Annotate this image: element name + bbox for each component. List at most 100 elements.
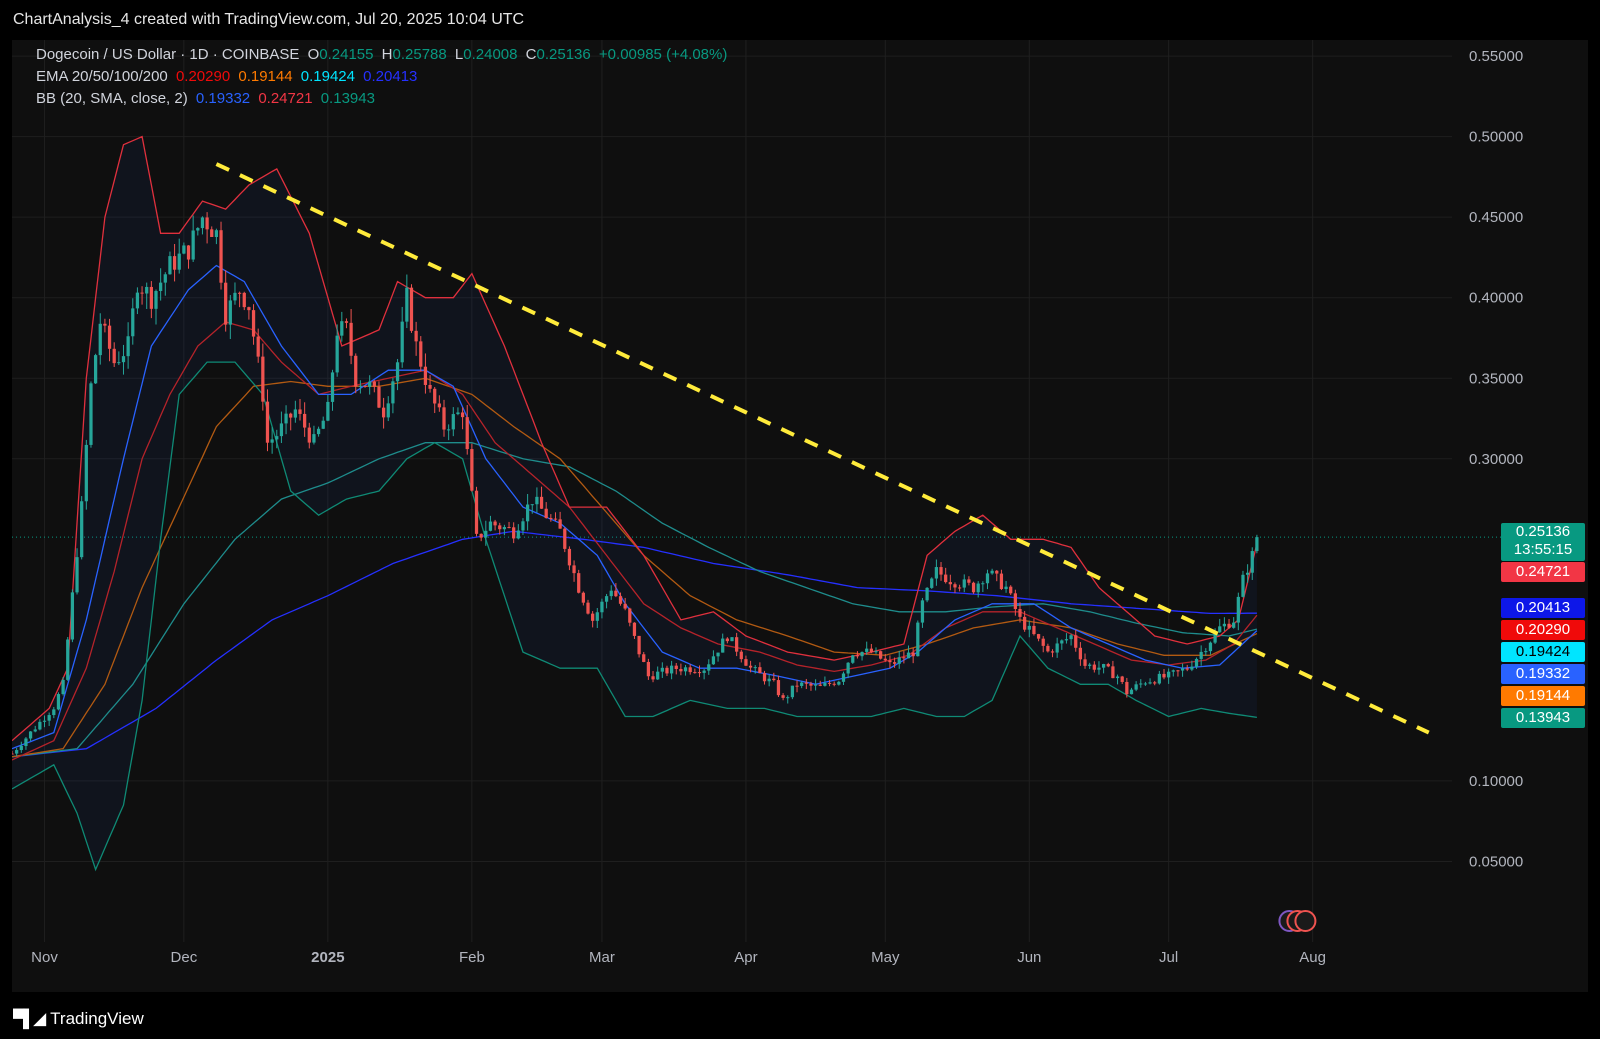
candle-body xyxy=(1180,668,1185,671)
candle-body xyxy=(892,662,897,664)
candle-body xyxy=(326,401,330,421)
candle-body xyxy=(1199,651,1203,659)
candle-body xyxy=(577,573,581,593)
candle-body xyxy=(247,307,251,311)
candle-body xyxy=(851,655,855,663)
bb-upper-tag: 0.24721 xyxy=(1501,562,1585,582)
candle-body xyxy=(1009,586,1013,594)
legend-symbol[interactable]: Dogecoin / US Dollar · 1D · COINBASE xyxy=(36,46,300,63)
candle-body xyxy=(1111,666,1115,679)
candle-body xyxy=(377,386,381,408)
x-tick-label: Jul xyxy=(1159,949,1178,966)
candle-body xyxy=(707,664,711,671)
candle-body xyxy=(75,557,79,593)
candle-body xyxy=(414,330,418,342)
candle-body xyxy=(419,341,423,367)
tradingview-logo[interactable]: ▀▌◢ TradingView xyxy=(13,1009,144,1029)
candle-body xyxy=(925,587,929,601)
legend-ema50: 0.19144 xyxy=(238,68,293,85)
event-flag-icon xyxy=(1294,910,1317,932)
candle-body xyxy=(154,291,158,309)
candle-body xyxy=(800,682,804,686)
candle-body xyxy=(981,583,985,585)
candle-body xyxy=(103,323,107,326)
candle-body xyxy=(1194,658,1199,667)
ema200-line xyxy=(12,530,1257,758)
candle-body xyxy=(632,622,637,636)
candle-body xyxy=(372,381,376,387)
candle-body xyxy=(89,383,93,445)
candle-body xyxy=(1088,664,1092,666)
candle-body xyxy=(228,300,232,325)
candle-body xyxy=(521,521,525,531)
candle-body xyxy=(391,381,395,404)
candle-body xyxy=(744,659,748,666)
candle-body xyxy=(1218,626,1222,633)
candle-body xyxy=(516,530,520,539)
candle-body xyxy=(112,348,116,364)
ema20-line xyxy=(12,321,1258,761)
price-chart[interactable]: 0.55000 0.50000 0.45000 0.40000 0.35000 0.300… xyxy=(12,40,1588,992)
candle-body xyxy=(939,567,943,575)
legend-open: 0.24155 xyxy=(319,46,374,63)
candle-body xyxy=(563,528,567,549)
candle-body xyxy=(498,525,502,530)
candle-body xyxy=(19,746,23,751)
candle-body xyxy=(572,565,576,574)
candle-body xyxy=(1115,676,1120,679)
candle-body xyxy=(93,355,98,384)
candle-body xyxy=(61,679,65,695)
candle-body xyxy=(307,427,311,443)
candle-body xyxy=(716,652,720,657)
candle-body xyxy=(1050,651,1055,653)
candle-body xyxy=(646,661,651,677)
candle-body xyxy=(818,684,822,686)
candle-body xyxy=(1074,635,1078,648)
ema50-tag: 0.19144 xyxy=(1501,686,1585,706)
legend-open-label: O xyxy=(307,46,320,63)
candle-body xyxy=(1101,664,1106,668)
candle-body xyxy=(1041,638,1045,646)
candle-body xyxy=(1125,681,1129,695)
x-tick-label: Aug xyxy=(1299,949,1326,966)
candle-body xyxy=(748,665,753,668)
candle-body xyxy=(70,592,75,640)
candle-body xyxy=(172,256,177,270)
candle-body xyxy=(261,356,265,402)
x-tick-label: Dec xyxy=(171,949,198,966)
candle-body xyxy=(1055,643,1059,653)
candle-body xyxy=(656,671,660,680)
legend-ema-label[interactable]: EMA 20/50/100/200 xyxy=(36,68,168,85)
candle-body xyxy=(205,217,209,230)
legend-bb-label[interactable]: BB (20, SMA, close, 2) xyxy=(36,90,188,107)
candle-body xyxy=(442,407,446,430)
candle-body xyxy=(354,355,358,387)
candle-body xyxy=(1018,609,1022,617)
candle-body xyxy=(28,731,33,739)
candle-body xyxy=(776,680,781,696)
candle-body xyxy=(423,366,428,385)
candle-body xyxy=(930,578,934,588)
candle-body xyxy=(888,660,892,663)
candle-body xyxy=(405,287,409,322)
candle-body xyxy=(214,230,219,237)
candle-body xyxy=(762,673,767,682)
candle-body xyxy=(1004,586,1008,590)
bb-basis-tag: 0.19332 xyxy=(1501,664,1585,684)
candle-body xyxy=(145,286,149,294)
candle-body xyxy=(33,729,37,732)
candle-body xyxy=(186,245,191,260)
candle-body xyxy=(934,567,939,579)
candle-body xyxy=(330,372,335,402)
candle-body xyxy=(976,583,980,593)
candle-body xyxy=(874,651,878,653)
candle-body xyxy=(971,582,976,593)
candle-body xyxy=(586,602,590,614)
candle-body xyxy=(1185,668,1189,670)
candle-body xyxy=(1092,664,1096,670)
chart-frame[interactable]: 0.55000 0.50000 0.45000 0.40000 0.35000 0.300… xyxy=(12,40,1588,992)
chart-title: ChartAnalysis_4 created with TradingView… xyxy=(13,11,525,28)
candle-body xyxy=(340,321,344,336)
candle-body xyxy=(233,292,237,301)
candle-body xyxy=(795,685,799,687)
